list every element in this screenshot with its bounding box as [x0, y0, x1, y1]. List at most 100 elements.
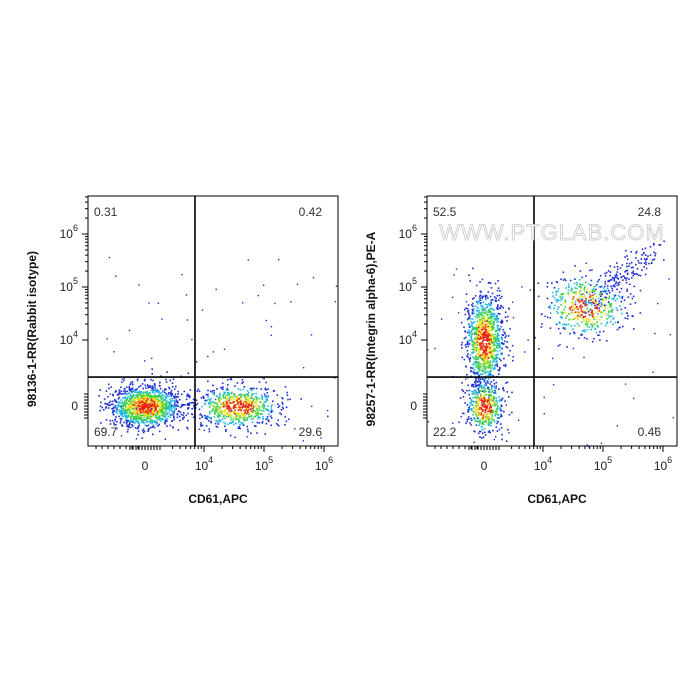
event-dot	[463, 326, 465, 329]
event-dot	[495, 300, 498, 302]
event-dot	[593, 316, 596, 318]
event-dot	[227, 389, 229, 392]
event-dot	[486, 331, 489, 333]
event-dot	[472, 407, 475, 409]
event-dot	[99, 409, 101, 412]
event-dot	[215, 394, 218, 397]
event-dot	[247, 402, 250, 404]
event-dot	[508, 413, 511, 416]
event-dot	[246, 396, 248, 399]
event-dot	[476, 346, 478, 349]
event-dot	[608, 310, 610, 312]
event-dot	[472, 411, 475, 413]
event-dot	[565, 279, 567, 282]
event-dot	[168, 386, 170, 389]
event-dot	[180, 375, 183, 378]
event-dot	[482, 336, 484, 338]
event-dot	[286, 394, 289, 396]
event-dot	[227, 407, 230, 409]
event-dot	[591, 291, 594, 294]
event-dot	[135, 420, 138, 423]
event-dot	[153, 383, 156, 385]
event-dot	[163, 405, 166, 407]
event-dot	[146, 385, 149, 387]
event-dot	[121, 378, 124, 381]
event-dot	[468, 317, 470, 320]
event-dot	[609, 271, 612, 273]
event-dot	[284, 416, 287, 418]
event-dot	[558, 322, 561, 325]
event-dot	[172, 405, 175, 407]
event-dot	[478, 363, 480, 365]
event-dot	[469, 360, 471, 362]
event-dot	[604, 275, 607, 277]
event-dot	[131, 415, 133, 418]
event-dot	[173, 388, 176, 390]
event-dot	[265, 389, 268, 391]
event-dot	[626, 269, 629, 272]
event-dot	[255, 398, 258, 401]
event-dot	[481, 328, 484, 331]
event-dot	[154, 395, 157, 397]
event-dot	[216, 409, 218, 412]
event-dot	[474, 393, 477, 396]
event-dot	[468, 326, 471, 328]
event-dot	[285, 406, 288, 409]
event-dot	[621, 275, 623, 278]
event-dot	[490, 320, 492, 322]
event-dot	[214, 402, 217, 404]
event-dot	[254, 410, 256, 412]
event-dot	[272, 410, 274, 413]
event-dot	[144, 424, 146, 426]
event-dot	[234, 406, 236, 409]
event-dot	[237, 413, 239, 415]
event-dot	[255, 425, 257, 428]
event-dot	[487, 327, 490, 329]
event-dot	[482, 415, 484, 418]
event-dot	[158, 423, 160, 426]
event-dot	[126, 390, 128, 393]
event-dot	[483, 359, 485, 362]
event-dot	[478, 316, 480, 318]
event-dot	[500, 415, 503, 417]
event-dot	[144, 404, 146, 407]
event-dot	[170, 406, 172, 408]
event-dot	[140, 392, 142, 395]
event-dot	[168, 405, 171, 407]
x-tick-label: 105	[255, 455, 273, 473]
event-dot	[484, 296, 487, 298]
event-dot	[579, 314, 581, 317]
event-dot	[233, 405, 235, 408]
event-dot	[493, 368, 495, 370]
event-dot	[489, 313, 492, 316]
event-dot	[501, 397, 504, 400]
event-dot	[488, 309, 490, 311]
event-dot	[266, 392, 269, 394]
event-dot	[561, 293, 564, 296]
event-dot	[581, 298, 583, 301]
event-dot	[579, 296, 581, 298]
event-dot	[268, 410, 270, 412]
event-dot	[587, 323, 589, 326]
event-dot	[173, 412, 175, 415]
event-dot	[471, 313, 474, 315]
event-dot	[494, 340, 496, 343]
event-dot	[481, 405, 484, 408]
event-dot	[474, 331, 476, 334]
event-dot	[277, 424, 280, 427]
event-dot	[580, 333, 583, 336]
event-dot	[494, 390, 496, 392]
event-dot	[231, 399, 233, 401]
event-dot	[557, 308, 559, 310]
event-dot	[171, 382, 174, 384]
event-dot	[139, 399, 142, 401]
event-dot	[497, 338, 500, 341]
event-dot	[473, 418, 476, 421]
event-dot	[166, 371, 168, 373]
event-dot	[240, 403, 243, 405]
event-dot	[167, 415, 170, 418]
event-dot	[270, 334, 272, 336]
event-dot	[593, 302, 595, 305]
event-dot	[100, 401, 102, 404]
event-dot	[206, 394, 209, 396]
